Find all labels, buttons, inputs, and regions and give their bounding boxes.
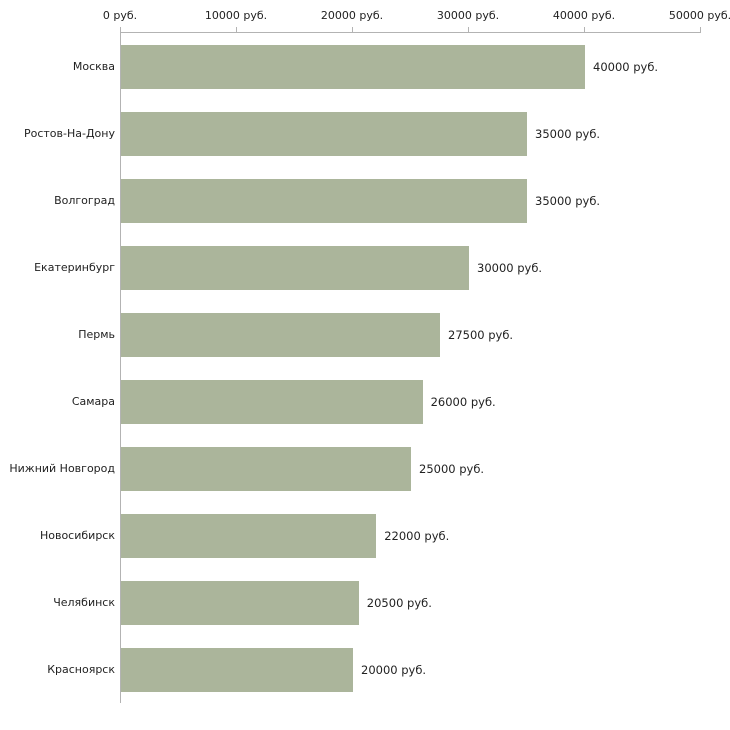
category-label: Волгоград: [54, 194, 115, 207]
bar: [121, 648, 353, 692]
category-label: Ростов-На-Дону: [23, 127, 115, 140]
x-axis-tick-mark: [584, 27, 585, 32]
bar-row: Москва 40000 руб.: [73, 33, 701, 100]
bar-row: Красноярск 20000 руб.: [47, 636, 701, 703]
value-label: 30000 руб.: [477, 260, 543, 275]
x-axis-tick-mark: [236, 27, 237, 32]
x-axis-tick-label: 20000 руб.: [320, 9, 384, 22]
bar-row: Пермь 27500 руб.: [78, 301, 701, 368]
value-label: 26000 руб.: [430, 394, 496, 409]
bar-row: Нижний Новгород 25000 руб.: [9, 435, 701, 502]
value-label: 20000 руб.: [361, 662, 427, 677]
bar-row: Екатеринбург 30000 руб.: [34, 234, 701, 301]
x-axis-tick-label: 50000 руб.: [668, 9, 730, 22]
x-axis: 0 руб. 10000 руб. 20000 руб. 30000 руб. 4000…: [0, 0, 730, 32]
value-label: 35000 руб.: [535, 126, 601, 141]
category-label: Новосибирск: [39, 529, 115, 542]
x-axis-tick-label: 10000 руб.: [204, 9, 268, 22]
plot-area: Москва 40000 руб. Ростов-На-Дону 35000 руб.…: [9, 32, 701, 703]
bar-row: Челябинск 20500 руб.: [53, 569, 701, 636]
bar-row: Ростов-На-Дону 35000 руб.: [24, 100, 701, 167]
value-label: 22000 руб.: [384, 528, 450, 543]
x-axis-tick-mark: [120, 27, 121, 32]
bar: [121, 380, 423, 424]
x-axis-tick-mark: [352, 27, 353, 32]
bar-row: Новосибирск 22000 руб.: [40, 502, 701, 569]
bar: [121, 313, 440, 357]
category-label: Пермь: [78, 328, 115, 341]
value-label: 25000 руб.: [419, 461, 485, 476]
x-axis-tick-mark: [700, 27, 701, 32]
bar: [121, 246, 469, 290]
value-label: 40000 руб.: [593, 59, 659, 74]
bar: [121, 45, 585, 89]
category-label: Нижний Новгород: [9, 462, 115, 475]
bar: [121, 514, 377, 558]
category-label: Москва: [72, 60, 115, 73]
x-axis-tick-mark: [468, 27, 469, 32]
bar: [121, 112, 527, 156]
category-label: Самара: [71, 395, 115, 408]
x-axis-tick-label: 40000 руб.: [552, 9, 616, 22]
bar: [121, 581, 359, 625]
category-label: Красноярск: [47, 663, 115, 676]
value-label: 20500 руб.: [366, 595, 432, 610]
value-label: 27500 руб.: [448, 327, 514, 342]
category-label: Екатеринбург: [34, 261, 115, 274]
x-axis-tick-label: 30000 руб.: [436, 9, 500, 22]
bar-row: Волгоград 35000 руб.: [54, 167, 701, 234]
category-label: Челябинск: [53, 596, 115, 609]
bar: [121, 179, 527, 223]
bar-row: Самара 26000 руб.: [72, 368, 701, 435]
value-label: 35000 руб.: [535, 193, 601, 208]
bar: [121, 447, 411, 491]
x-axis-tick-label: 0 руб.: [102, 9, 138, 22]
